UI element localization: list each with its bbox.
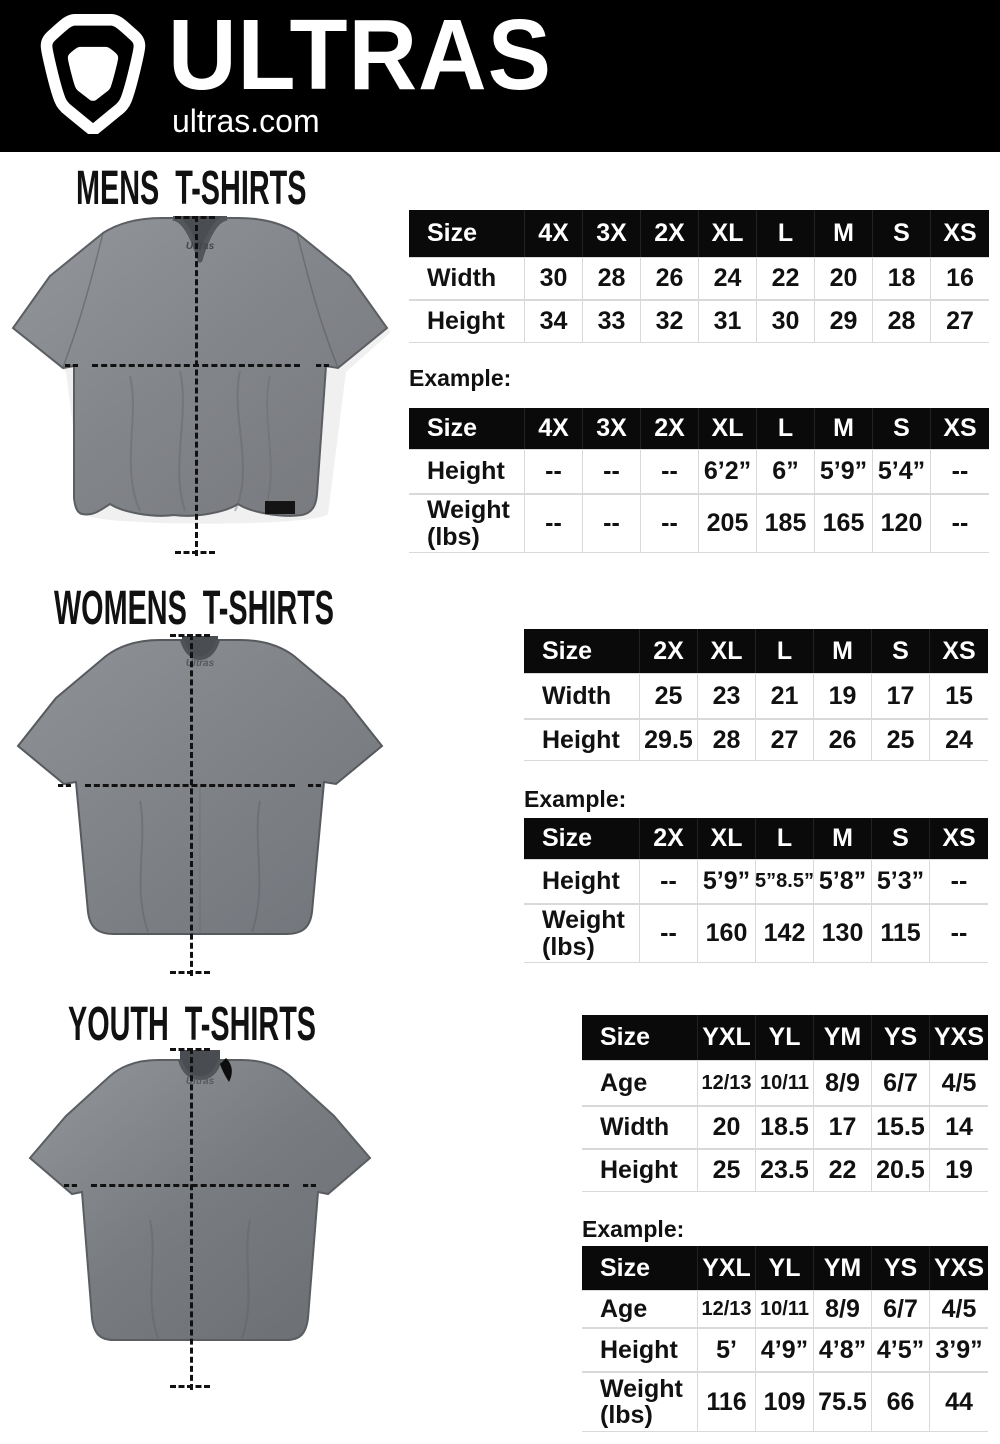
svg-text:Ultras: Ultras: [186, 241, 215, 252]
